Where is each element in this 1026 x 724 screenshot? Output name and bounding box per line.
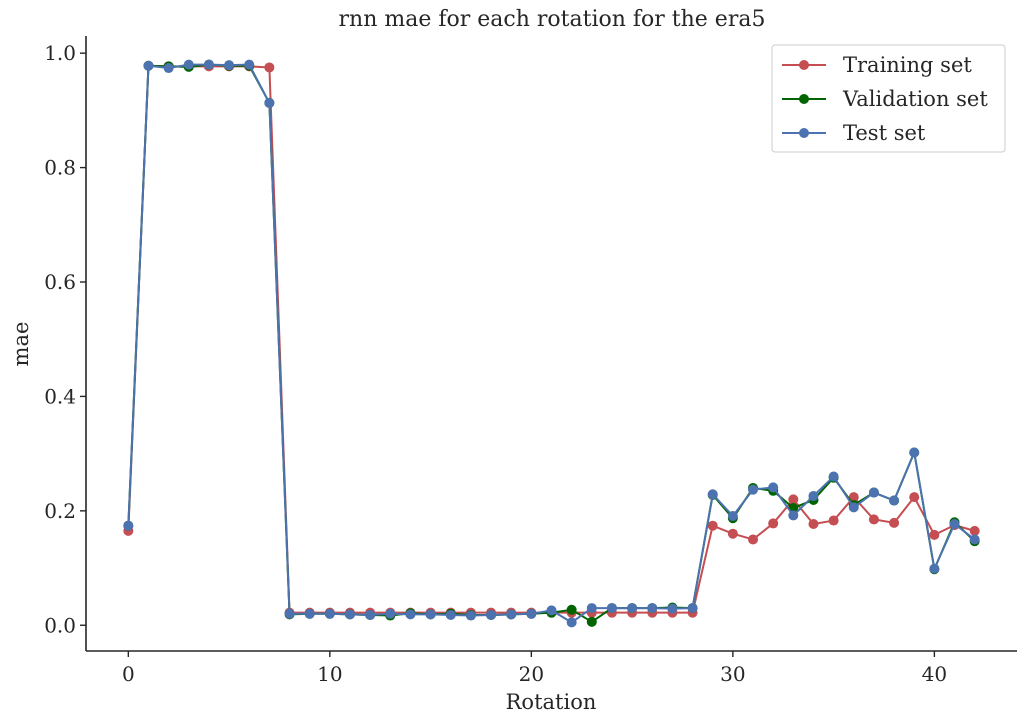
data-point [344,609,355,620]
x-tick-label: 20 [519,662,544,686]
data-point [727,528,738,539]
legend-marker [799,94,809,104]
x-tick-label: 10 [317,662,342,686]
legend-box [771,44,1006,153]
data-point [385,608,396,619]
data-point [284,608,295,619]
data-point [687,603,698,614]
data-point [224,60,235,71]
data-point [707,489,718,500]
data-point [445,609,456,620]
data-point [969,534,980,545]
legend-item: Test set [782,121,926,145]
data-point [828,515,839,526]
data-point [566,604,577,615]
legend-marker [799,128,809,138]
data-point [808,490,819,501]
data-point [768,518,779,529]
data-point [183,59,194,70]
x-tick-label: 30 [720,662,745,686]
series-test-set [123,59,980,628]
legend-item: Training set [782,53,972,77]
data-point [465,610,476,621]
data-point [546,605,557,616]
data-point [304,608,315,619]
x-tick-label: 0 [122,662,135,686]
chart-title: rnn mae for each rotation for the era5 [339,7,766,32]
data-point [969,525,980,536]
legend-label: Test set [843,121,926,145]
y-tick-label: 0.4 [44,384,76,408]
data-point [163,63,174,74]
data-point [264,97,275,108]
data-point [143,60,154,71]
data-point [929,529,940,540]
data-point [506,609,517,620]
data-point [868,487,879,498]
data-point [848,502,859,513]
data-point [586,603,597,614]
x-tick-label: 40 [922,662,947,686]
data-point [526,608,537,619]
data-point [828,471,839,482]
data-point [788,494,799,505]
data-point [203,59,214,70]
data-point [365,609,376,620]
data-point [909,492,920,503]
data-point [627,603,638,614]
data-point [889,517,900,528]
y-tick-label: 0.0 [44,613,76,637]
legend-marker [799,60,809,70]
data-point [667,603,678,614]
data-point [949,519,960,529]
data-point [788,510,799,521]
legend: Training set Validation set Test set [771,44,1006,153]
data-point [324,608,335,619]
plot-area [123,59,980,628]
x-axis-label: Rotation [506,690,597,714]
data-point [768,482,779,493]
y-tick-label: 1.0 [44,41,76,65]
y-tick-label: 0.6 [44,270,76,294]
legend-label: Training set [843,53,972,77]
data-point [647,603,658,614]
data-point [808,519,819,529]
data-point [889,495,900,506]
data-point [848,492,859,503]
y-tick-label: 0.8 [44,156,76,180]
data-point [727,510,738,521]
data-point [566,617,577,628]
data-point [405,609,416,620]
y-tick-label: 0.2 [44,499,76,523]
data-point [123,520,134,531]
data-point [748,534,759,545]
legend-item: Validation set [782,87,988,111]
y-axis-label: mae [9,322,33,367]
data-point [486,609,497,620]
data-point [748,484,759,495]
data-point [707,520,718,531]
x-axis-ticks: 0 10 20 30 40 [122,651,947,686]
data-point [244,59,255,70]
data-point [586,616,597,627]
data-point [868,514,879,525]
y-axis-ticks: 0.0 0.2 0.4 0.6 0.8 1.0 [44,41,86,637]
data-point [929,563,940,574]
legend-label: Validation set [842,87,988,111]
data-point [606,603,617,614]
data-point [909,447,920,458]
data-point [425,609,436,620]
data-point [264,62,275,73]
